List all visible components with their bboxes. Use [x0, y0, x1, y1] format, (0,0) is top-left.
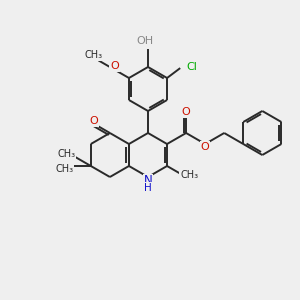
- Text: O: O: [182, 107, 190, 117]
- Text: CH₃: CH₃: [58, 148, 76, 159]
- Text: H: H: [144, 183, 152, 193]
- Text: N: N: [144, 175, 152, 188]
- Text: OH: OH: [136, 36, 154, 46]
- Text: O: O: [201, 142, 209, 152]
- Text: O: O: [110, 61, 119, 71]
- Text: CH₃: CH₃: [55, 164, 73, 174]
- Text: Cl: Cl: [187, 62, 198, 72]
- Text: O: O: [89, 116, 98, 126]
- Text: CH₃: CH₃: [84, 50, 103, 60]
- Text: CH₃: CH₃: [180, 170, 198, 180]
